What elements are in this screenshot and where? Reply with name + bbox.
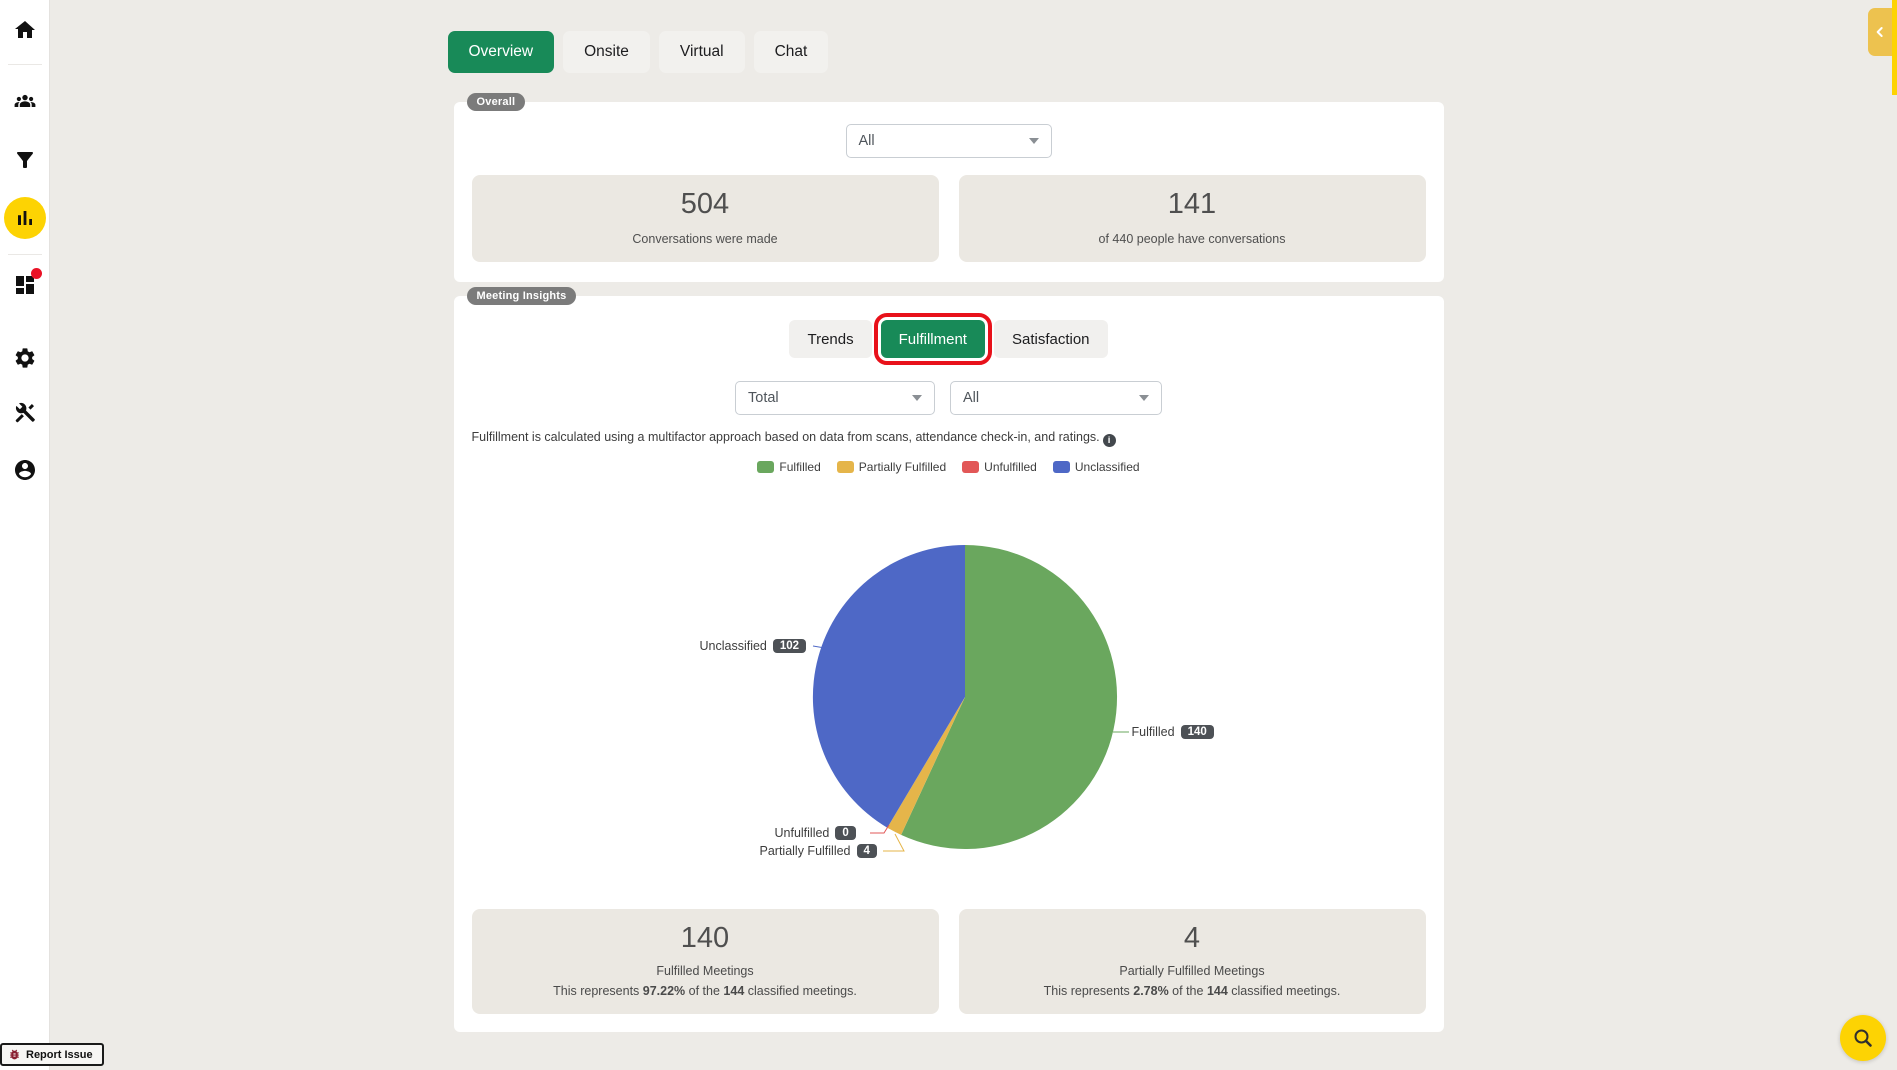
legend-item-unclassified[interactable]: Unclassified xyxy=(1052,460,1140,474)
legend-swatch-fulfilled xyxy=(757,461,775,473)
pie-label-text: Fulfilled xyxy=(1131,725,1175,739)
pie-label-partially-fulfilled: Partially Fulfilled 4 xyxy=(760,844,877,858)
tab-trends[interactable]: Trends xyxy=(789,320,872,358)
pie-label-unclassified: Unclassified 102 xyxy=(700,639,807,653)
main-content: Overview Onsite Virtual Chat Overall All… xyxy=(447,0,1444,1032)
overall-filter-value: All xyxy=(858,133,875,149)
report-issue-button[interactable]: Report Issue xyxy=(0,1043,104,1066)
tab-chat[interactable]: Chat xyxy=(753,31,829,73)
sidebar-divider xyxy=(8,254,42,255)
people-caption: of 440 people have conversations xyxy=(1098,232,1286,246)
meeting-insights-badge: Meeting Insights xyxy=(466,287,577,305)
chevron-down-icon xyxy=(1139,395,1149,401)
overall-badge: Overall xyxy=(466,93,526,111)
tab-onsite[interactable]: Onsite xyxy=(563,31,650,73)
fulfilled-meetings-title: Fulfilled Meetings xyxy=(656,964,754,978)
overall-stats-row: 504 Conversations were made 141 of 440 p… xyxy=(471,175,1426,262)
pie-label-text: Unclassified xyxy=(699,639,767,653)
people-stat-card: 141 of 440 people have conversations xyxy=(958,175,1426,262)
legend-swatch-unfulfilled xyxy=(962,461,980,473)
legend-label: Fulfilled xyxy=(779,460,821,474)
bug-icon xyxy=(10,1049,19,1060)
filter-icon[interactable] xyxy=(13,148,37,172)
overall-filter-select[interactable]: All xyxy=(845,124,1052,158)
pie-chart-svg[interactable] xyxy=(472,478,1426,909)
chart-legend: Fulfilled Partially Fulfilled Unfulfille… xyxy=(472,460,1426,474)
people-icon[interactable] xyxy=(13,90,37,114)
metric-value: Total xyxy=(748,390,779,406)
conversations-stat-card: 504 Conversations were made xyxy=(471,175,939,262)
pie-value-badge: 0 xyxy=(835,826,856,840)
fulfilled-meetings-desc: This represents 97.22% of the 144 classi… xyxy=(553,984,857,998)
pie-value-badge: 4 xyxy=(856,844,877,858)
partially-fulfilled-meetings-title: Partially Fulfilled Meetings xyxy=(1119,964,1265,978)
home-icon[interactable] xyxy=(13,18,37,42)
legend-swatch-partially-fulfilled xyxy=(836,461,854,473)
sidebar-divider xyxy=(8,64,42,65)
chevron-down-icon xyxy=(1028,138,1039,144)
panel-edge-strip xyxy=(1892,0,1897,95)
pie-value-badge: 140 xyxy=(1180,725,1214,739)
conversations-count: 504 xyxy=(680,188,730,220)
panel-collapse-toggle[interactable] xyxy=(1868,8,1892,56)
legend-swatch-unclassified xyxy=(1052,461,1070,473)
chevron-left-icon xyxy=(1876,27,1883,37)
overall-card: Overall All 504 Conversations were made … xyxy=(453,93,1444,282)
meeting-insights-card: Meeting Insights Trends Fulfillment Sati… xyxy=(453,287,1444,1032)
metric-select[interactable]: Total xyxy=(735,381,935,415)
tab-overview[interactable]: Overview xyxy=(447,31,555,73)
fulfilled-meetings-card: 140 Fulfilled Meetings This represents 9… xyxy=(471,909,939,1014)
insight-stats-row: 140 Fulfilled Meetings This represents 9… xyxy=(471,909,1426,1014)
scope-select[interactable]: All xyxy=(950,381,1162,415)
tab-fulfillment[interactable]: Fulfillment xyxy=(873,313,992,365)
dashboard-icon[interactable] xyxy=(13,268,42,297)
notification-dot xyxy=(31,268,42,279)
pie-value-badge: 102 xyxy=(772,639,807,653)
partially-fulfilled-meetings-desc: This represents 2.78% of the 144 classif… xyxy=(1043,984,1341,998)
sidebar xyxy=(0,0,50,1070)
pie-label-text: Partially Fulfilled xyxy=(759,844,851,858)
tab-virtual[interactable]: Virtual xyxy=(658,31,745,73)
search-fab-button[interactable] xyxy=(1840,1015,1886,1061)
fulfilled-meetings-count: 140 xyxy=(680,922,730,954)
pie-label-fulfilled: Fulfilled 140 xyxy=(1132,725,1214,739)
bar-chart-icon[interactable] xyxy=(4,197,46,239)
profile-icon[interactable] xyxy=(13,458,37,482)
scope-value: All xyxy=(963,390,980,406)
gear-icon[interactable] xyxy=(13,346,37,370)
fulfillment-note: Fulfillment is calculated using a multif… xyxy=(472,430,1426,447)
fulfillment-note-text: Fulfillment is calculated using a multif… xyxy=(471,430,1100,444)
insight-tab-bar: Trends Fulfillment Satisfaction xyxy=(472,296,1426,365)
people-count: 141 xyxy=(1167,188,1217,220)
report-issue-label: Report Issue xyxy=(26,1048,93,1061)
search-icon xyxy=(1854,1029,1872,1047)
partially-fulfilled-meetings-count: 4 xyxy=(1183,922,1201,954)
tools-icon[interactable] xyxy=(13,401,37,425)
tab-satisfaction[interactable]: Satisfaction xyxy=(993,320,1108,358)
legend-label: Partially Fulfilled xyxy=(858,460,947,474)
legend-item-unfulfilled[interactable]: Unfulfilled xyxy=(962,460,1037,474)
legend-label: Unfulfilled xyxy=(984,460,1037,474)
pie-label-unfulfilled: Unfulfilled 0 xyxy=(775,826,856,840)
partially-fulfilled-meetings-card: 4 Partially Fulfilled Meetings This repr… xyxy=(958,909,1426,1014)
insight-filter-row: Total All xyxy=(472,381,1426,415)
conversations-caption: Conversations were made xyxy=(632,232,778,246)
legend-label: Unclassified xyxy=(1074,460,1140,474)
legend-item-partially-fulfilled[interactable]: Partially Fulfilled xyxy=(836,460,947,474)
legend-item-fulfilled[interactable]: Fulfilled xyxy=(757,460,821,474)
info-icon[interactable]: i xyxy=(1102,434,1116,447)
top-tab-bar: Overview Onsite Virtual Chat xyxy=(447,0,1444,73)
chevron-down-icon xyxy=(912,395,922,401)
fulfillment-pie-chart: Unclassified 102 Fulfilled 140 Unfulfill… xyxy=(472,478,1426,909)
pie-label-text: Unfulfilled xyxy=(774,826,830,840)
